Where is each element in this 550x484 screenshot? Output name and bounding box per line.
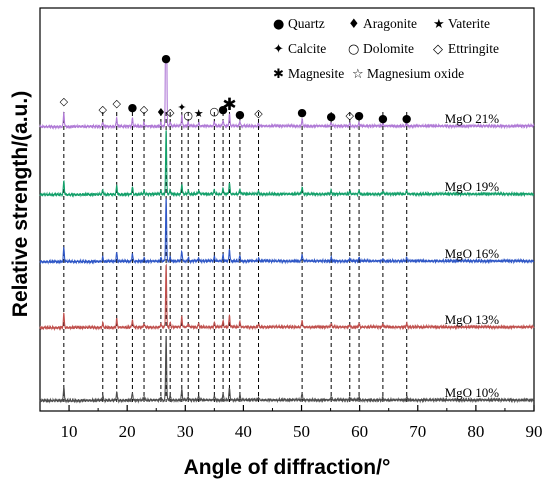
- series-group: MgO 10% MgO 13% MgO 16% MgO 19% MgO 21%: [39, 61, 535, 404]
- legend-symbol: ♦: [348, 17, 360, 32]
- x-tick-label: 20: [119, 422, 136, 441]
- phase-marker: ◇: [99, 103, 108, 116]
- x-tick-label: 70: [409, 422, 426, 441]
- series-label: MgO 10%: [445, 385, 500, 400]
- x-tick-label: 60: [351, 422, 368, 441]
- series-line: [39, 198, 535, 265]
- x-tick-label: 90: [526, 422, 543, 441]
- legend-label: Calcite: [288, 41, 326, 56]
- legend-symbol: ◇: [433, 42, 443, 57]
- series-label: MgO 13%: [445, 312, 500, 327]
- legend-label: Ettringite: [448, 41, 499, 56]
- legend: ● Quartz ♦ Aragonite ★ Vaterite ✦ Calcite ○ Dolom…: [273, 16, 499, 82]
- legend-symbol: ☆: [352, 67, 364, 82]
- x-axis-label: Angle of diffraction/°: [184, 456, 391, 479]
- phase-marker: ●: [128, 101, 138, 114]
- phase-marker: ◇: [346, 109, 355, 122]
- legend-label: Vaterite: [448, 16, 490, 31]
- series-label: MgO 19%: [445, 179, 500, 194]
- phase-marker: ●: [326, 110, 336, 123]
- series-label: MgO 16%: [445, 246, 500, 261]
- series-line: [39, 263, 535, 332]
- x-tick-label: 40: [235, 422, 252, 441]
- phase-marker: ●: [402, 112, 412, 125]
- phase-marker: ✱: [222, 95, 236, 115]
- phase-marker: ●: [161, 52, 171, 65]
- legend-symbol: ●: [273, 17, 284, 32]
- legend-label: Magnesite: [288, 66, 344, 81]
- phase-marker: ●: [354, 109, 364, 122]
- x-tick-label: 80: [467, 422, 484, 441]
- series-line: [39, 337, 535, 404]
- phase-marker: ★: [194, 107, 204, 120]
- plot-frame: [39, 7, 535, 412]
- x-tick-label: 50: [293, 422, 310, 441]
- y-axis-label: Relative strength/(a.u.): [9, 91, 32, 317]
- phase-marker: ○: [183, 109, 193, 122]
- x-axis: 10 20 30 40 50 60 70 80 90: [39, 405, 543, 441]
- phase-marker: ✦: [177, 101, 186, 114]
- legend-symbol: ★: [433, 17, 445, 32]
- phase-marker: ●: [378, 112, 388, 125]
- x-tick-label: 10: [61, 422, 78, 441]
- series-label: MgO 21%: [445, 111, 500, 126]
- legend-label: Quartz: [288, 16, 325, 31]
- phase-marker: ♦: [156, 106, 166, 119]
- phase-marker: ○: [210, 105, 220, 118]
- phase-marker: ◇: [112, 97, 121, 110]
- legend-label: Dolomite: [363, 41, 414, 56]
- legend-symbol: ✱: [273, 67, 284, 82]
- legend-symbol: ✦: [273, 42, 284, 57]
- phase-marker: ●: [235, 108, 245, 121]
- phase-marker: ◇: [140, 103, 149, 116]
- legend-label: Magnesium oxide: [367, 66, 464, 81]
- phase-marker: ●: [297, 106, 307, 119]
- phase-marker: ◇: [166, 106, 175, 119]
- x-tick-label: 30: [177, 422, 194, 441]
- series-line: [39, 130, 535, 198]
- legend-label: Aragonite: [363, 16, 417, 31]
- series-line: [39, 61, 535, 131]
- phase-marker: ●: [218, 103, 228, 116]
- phase-marker: ◇: [60, 95, 69, 108]
- guide-lines: [63, 112, 408, 402]
- legend-symbol: ○: [348, 42, 359, 57]
- phase-markers: ◇◇ ◇ ● ◇ ♦●◇ ✦○ ★ ○ ●✱● ◇ ● ● ◇ ● ● ●: [60, 52, 412, 125]
- phase-marker: ◇: [254, 107, 263, 120]
